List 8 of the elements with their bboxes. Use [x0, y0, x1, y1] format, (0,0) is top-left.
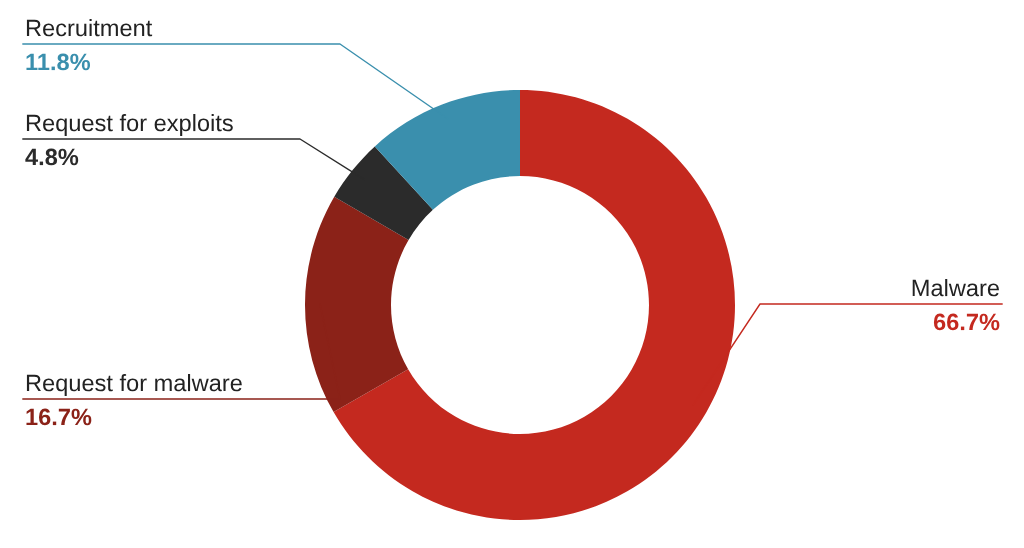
slice-label: Request for malware — [26, 373, 242, 397]
data-label: 16.7% — [26, 408, 92, 426]
slice-label: Malware — [912, 278, 999, 297]
slice-label: Request for exploits — [26, 114, 233, 137]
slice-label: Recruitment — [26, 19, 153, 37]
data-label: 4.8% — [25, 148, 79, 166]
data-label: 11.8% — [26, 53, 91, 71]
data-label: 66.7% — [933, 313, 1000, 331]
